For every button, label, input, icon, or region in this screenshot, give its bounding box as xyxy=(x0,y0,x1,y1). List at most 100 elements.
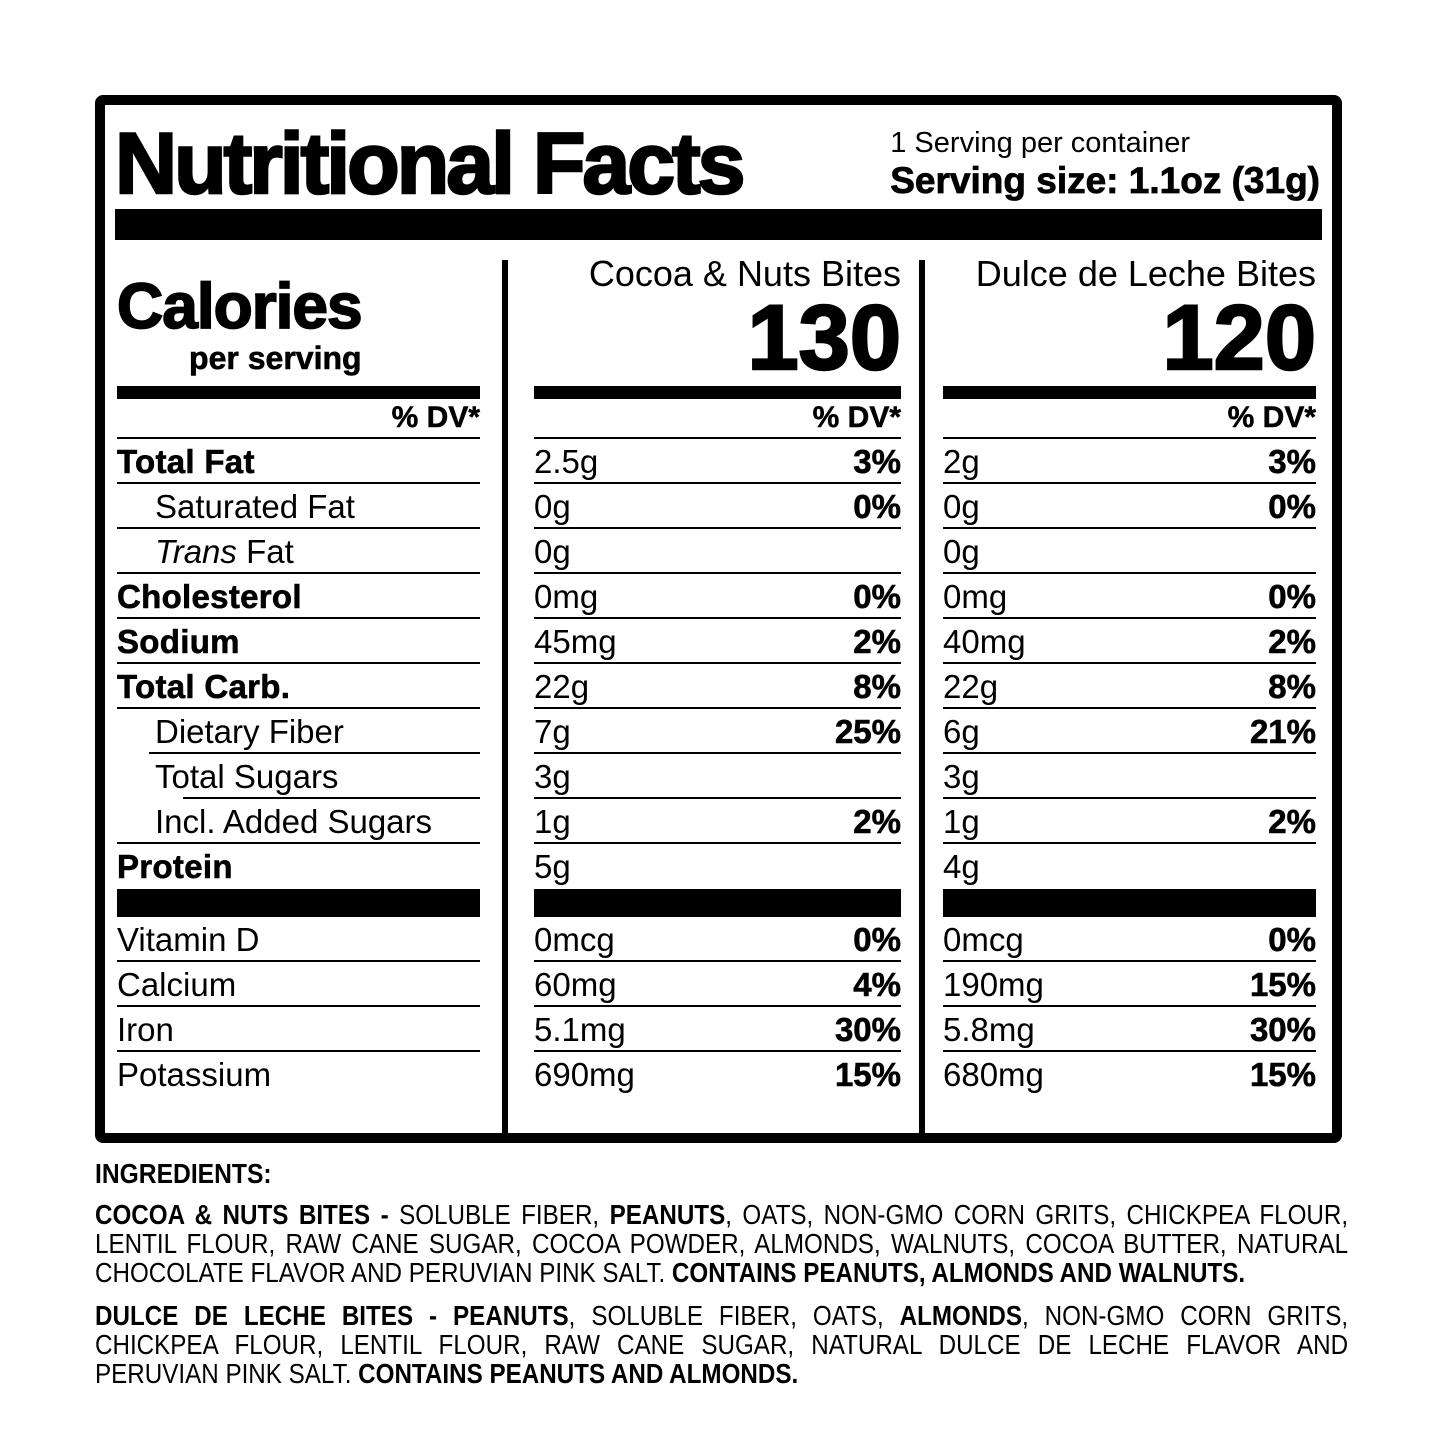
servings-per-container: 1 Serving per container xyxy=(890,127,1191,159)
nutrient-label-row: Sodium xyxy=(117,619,480,664)
hairline-rule xyxy=(943,1050,1316,1052)
daily-value-percent: 2% xyxy=(853,623,901,660)
ingredients-heading: INGREDIENTS: xyxy=(95,1158,272,1189)
daily-value-percent: 0% xyxy=(853,578,901,615)
daily-value-percent: 30% xyxy=(1249,1011,1317,1048)
daily-value-percent: 3% xyxy=(1268,443,1316,480)
amount-value: 0g xyxy=(534,533,571,570)
calories-heading-block: Calories per serving xyxy=(116,240,480,386)
section-divider-bar xyxy=(943,386,1316,399)
vitamin-name: Iron xyxy=(117,1011,174,1048)
vitamin-name: Vitamin D xyxy=(117,921,260,958)
daily-value-percent: 2% xyxy=(1268,803,1316,840)
amount-value: 0mcg xyxy=(943,921,1024,958)
daily-value-percent: 15% xyxy=(1249,1056,1317,1093)
product-column-cocoa-nuts: Cocoa & Nuts Bites 130 % DV* 2.5g 3% 0g 0%… xyxy=(508,240,919,1133)
hairline-rule xyxy=(943,482,1316,484)
nutrient-label-rows: Total Fat Saturated Fat Trans Fat Choles… xyxy=(117,439,480,889)
daily-value-percent: 0% xyxy=(1268,488,1316,525)
header-divider-bar xyxy=(115,209,1322,240)
amount-value: 4g xyxy=(943,848,980,885)
vitamin-value-row: 0mcg 0% xyxy=(534,917,901,962)
daily-value-percent: 2% xyxy=(853,803,901,840)
amount-value: 5g xyxy=(534,848,571,885)
ingredients-cocoa-nuts: COCOA & NUTS BITES - SOLUBLE FIBER, PEAN… xyxy=(95,1199,1349,1288)
amount-value: 60mg xyxy=(534,966,617,1003)
amount-value: 680mg xyxy=(943,1056,1044,1093)
amount-value: 7g xyxy=(534,713,571,750)
daily-value-percent: 30% xyxy=(834,1011,902,1048)
nutrition-facts-panel: Nutritional Facts 1 Serving per containe… xyxy=(95,95,1342,1143)
product-calories-block: Cocoa & Nuts Bites 130 xyxy=(534,240,902,389)
daily-value-percent: 8% xyxy=(853,668,901,705)
nutrient-label-row: Total Carb. xyxy=(117,664,480,709)
nutrient-value-row: 6g 21% xyxy=(943,709,1316,754)
nutrient-value-row: 0mg 0% xyxy=(534,574,901,619)
section-divider-bar xyxy=(117,386,480,399)
amount-value: 0mg xyxy=(534,578,599,615)
vitamin-value-row: 0mcg 0% xyxy=(943,917,1316,962)
nutrient-name: Dietary Fiber xyxy=(155,713,344,750)
nutrient-value-row: 0mg 0% xyxy=(943,574,1316,619)
daily-value-percent: 0% xyxy=(1268,921,1316,958)
hairline-rule xyxy=(117,527,480,529)
hairline-rule xyxy=(149,752,480,754)
hairline-rule xyxy=(534,707,901,709)
hairline-rule xyxy=(534,1005,901,1007)
amount-value: 5.8mg xyxy=(943,1011,1035,1048)
daily-value-percent: 0% xyxy=(853,488,901,525)
nutrient-labels-column: Calories per serving % DV* Total Fat Sat… xyxy=(105,240,502,1133)
vitamin-value-row: 680mg 15% xyxy=(943,1052,1316,1097)
nutrient-value-rows: 2g 3% 0g 0% 0g 0mg 0% 40mg 2% 22g 8 xyxy=(943,439,1316,889)
hairline-rule xyxy=(117,617,480,619)
hairline-rule xyxy=(943,797,1316,799)
daily-value-percent: 0% xyxy=(1268,578,1316,615)
amount-value: 2.5g xyxy=(534,443,599,480)
dv-header: % DV* xyxy=(117,399,480,439)
vitamin-value-row: 190mg 15% xyxy=(943,962,1316,1007)
dv-header: % DV* xyxy=(534,399,901,439)
nutrient-value-row: 0g 0% xyxy=(534,484,901,529)
calories-value: 130 xyxy=(746,286,902,389)
nutrient-label-row: Trans Fat xyxy=(117,529,480,574)
hairline-rule xyxy=(117,662,480,664)
daily-value-percent: 3% xyxy=(853,443,901,480)
vitamin-value-rows: 0mcg 0% 190mg 15% 5.8mg 30% 680mg 15% xyxy=(943,917,1316,1097)
nutrient-value-row: 4g xyxy=(943,844,1316,889)
hairline-rule xyxy=(534,572,901,574)
nutrient-name: Total Carb. xyxy=(117,668,291,705)
amount-value: 0g xyxy=(943,533,980,570)
nutrient-label-row: Total Fat xyxy=(117,439,480,484)
nutrient-label-row: Cholesterol xyxy=(117,574,480,619)
product-name: Cocoa & Nuts Bites xyxy=(588,253,901,294)
calories-value: 120 xyxy=(1161,286,1317,389)
hairline-rule xyxy=(534,482,901,484)
vitamin-name: Calcium xyxy=(117,966,237,1003)
amount-value: 45mg xyxy=(534,623,617,660)
nutrient-value-row: 2.5g 3% xyxy=(534,439,901,484)
amount-value: 1g xyxy=(943,803,980,840)
page-title: Nutritional Facts xyxy=(114,116,747,212)
nutrient-value-row: 40mg 2% xyxy=(943,619,1316,664)
vitamin-label-row: Vitamin D xyxy=(117,917,480,962)
daily-value-percent: 8% xyxy=(1268,668,1316,705)
hairline-rule xyxy=(534,662,901,664)
ingredients-section: INGREDIENTS: COCOA & NUTS BITES - SOLUBL… xyxy=(95,1158,1348,1402)
amount-value: 3g xyxy=(534,758,571,795)
nutrient-name: Sodium xyxy=(117,623,240,660)
nutrient-value-row: 0g xyxy=(943,529,1316,574)
hairline-rule xyxy=(534,842,901,844)
nutrient-label-row: Dietary Fiber xyxy=(117,709,480,754)
product-column-dulce-de-leche: Dulce de Leche Bites 120 % DV* 2g 3% 0g 0%… xyxy=(925,240,1332,1133)
nutrient-name: Trans Fat xyxy=(155,533,294,570)
amount-value: 40mg xyxy=(943,623,1026,660)
hairline-rule xyxy=(943,527,1316,529)
nutrient-value-rows: 2.5g 3% 0g 0% 0g 0mg 0% 45mg 2% 22 xyxy=(534,439,901,889)
nutrient-value-row: 0g 0% xyxy=(943,484,1316,529)
panel-header: Nutritional Facts 1 Serving per containe… xyxy=(105,105,1332,209)
hairline-rule xyxy=(943,1005,1316,1007)
vitamin-name: Potassium xyxy=(117,1056,272,1093)
hairline-rule xyxy=(943,707,1316,709)
amount-value: 3g xyxy=(943,758,980,795)
